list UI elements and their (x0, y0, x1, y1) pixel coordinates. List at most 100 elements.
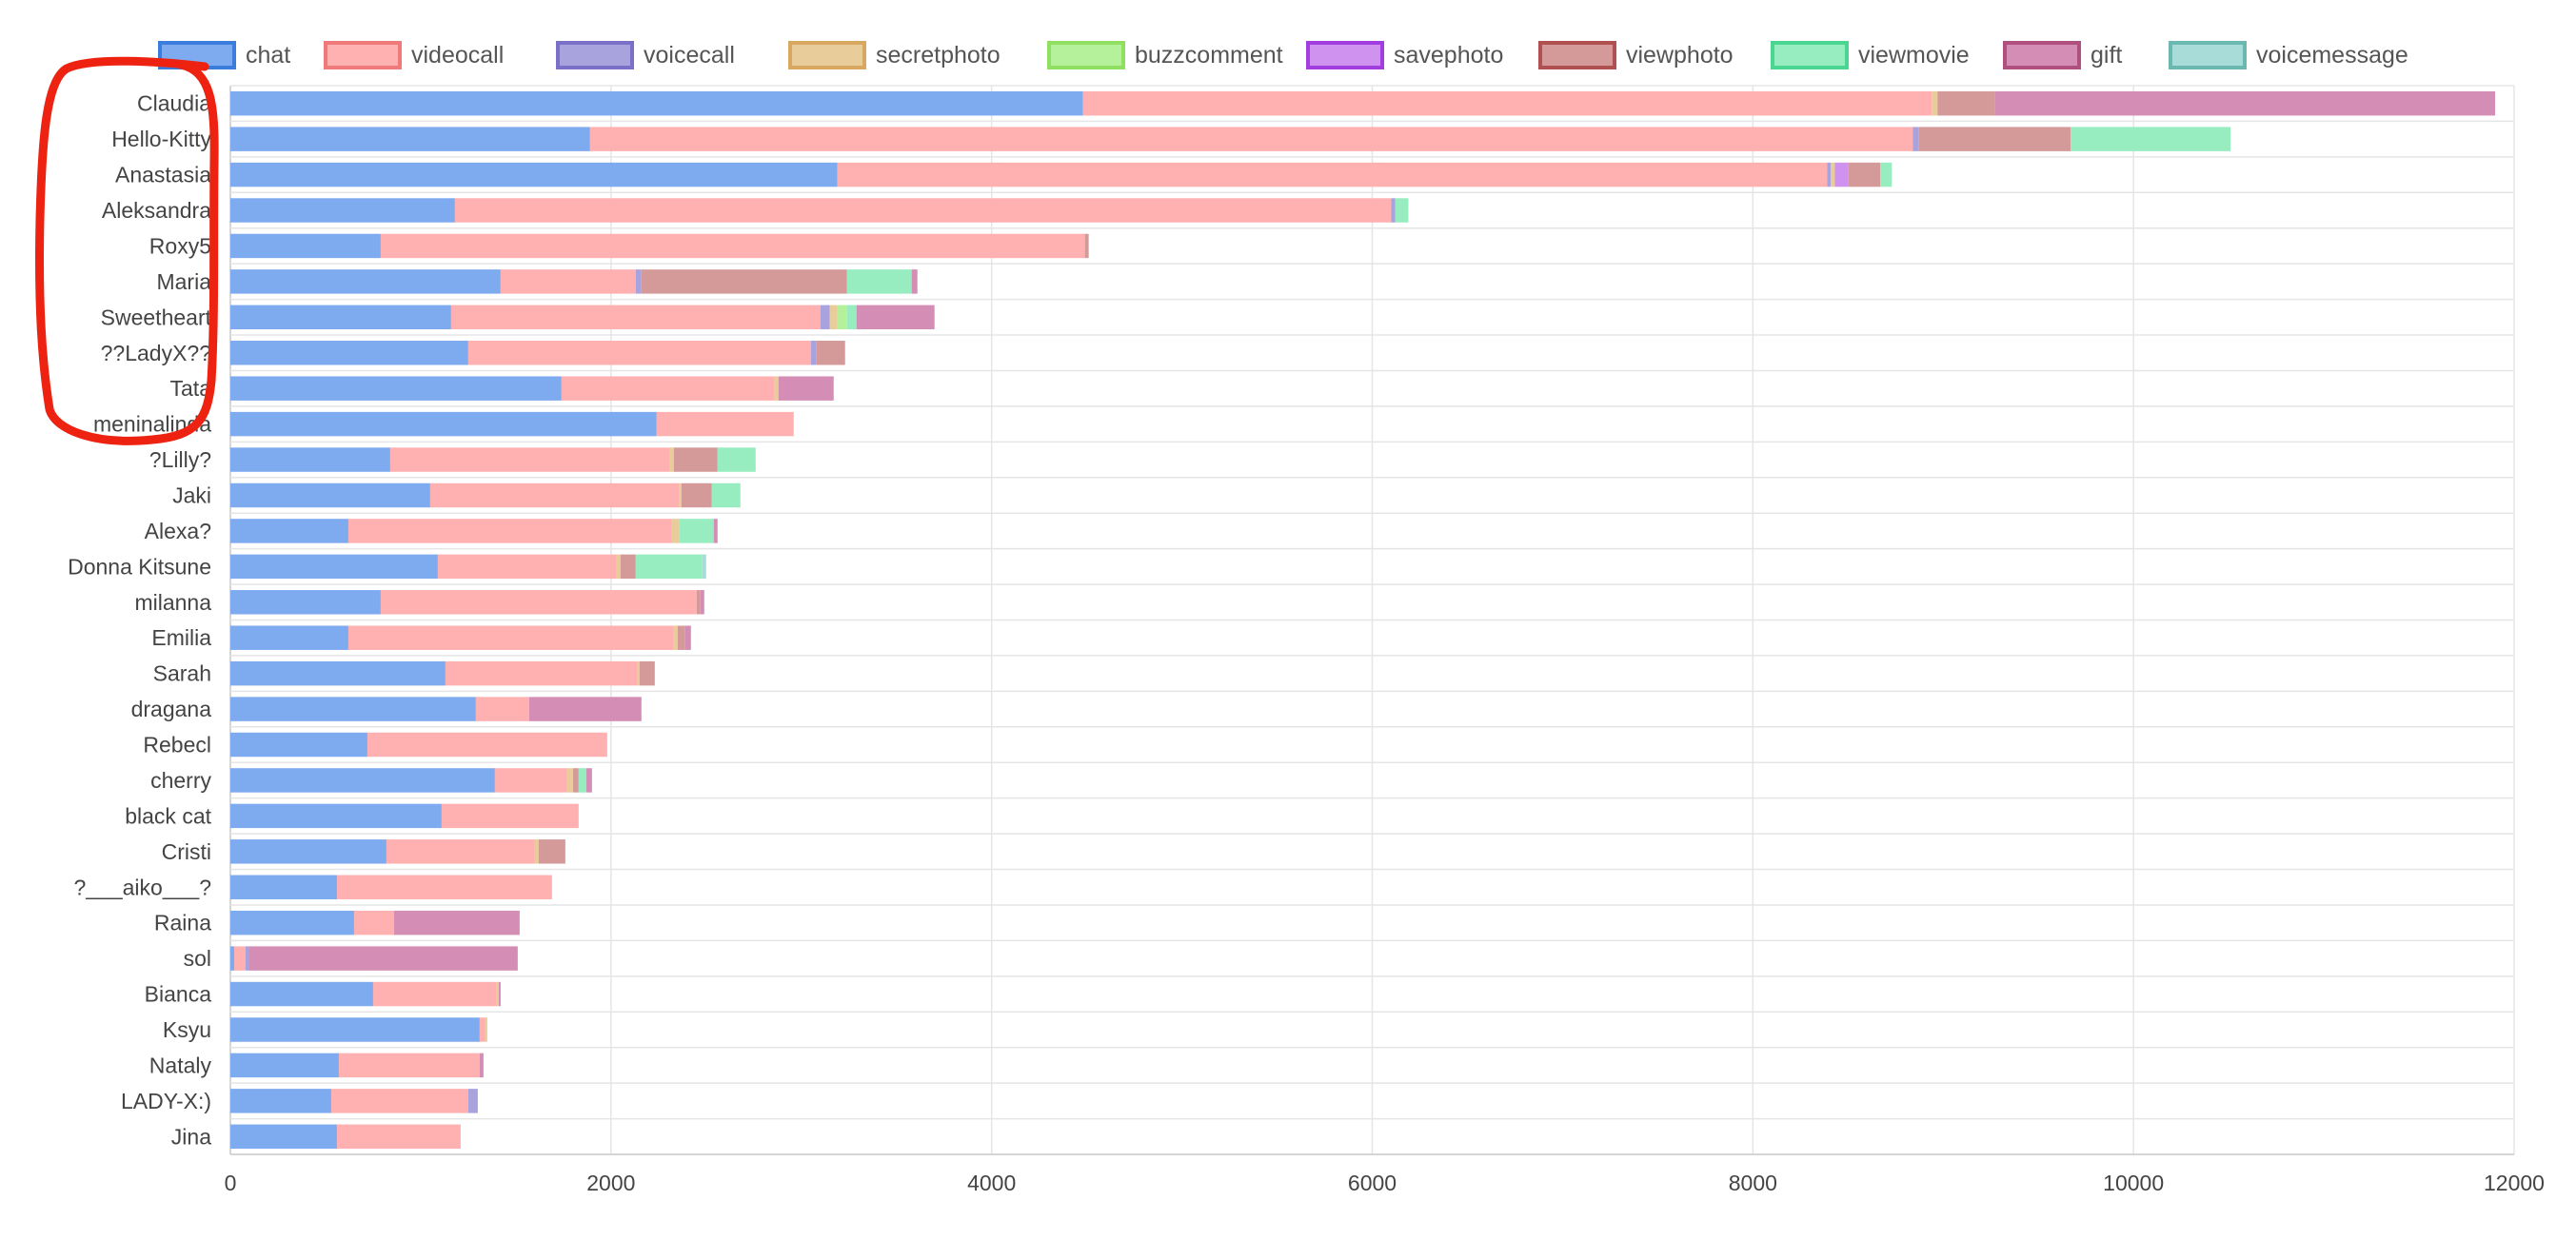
bar-tata-secretphoto (774, 376, 779, 401)
bar-anastasia-secretphoto (1831, 162, 1835, 187)
bar-bianca-gift (498, 981, 501, 1007)
bar-meninalinda-chat (230, 411, 657, 437)
legend-item-savephoto[interactable]: savephoto (1306, 41, 1503, 69)
bar-raina-gift (393, 910, 520, 935)
x-tick-label-12000: 12000 (2484, 1171, 2545, 1195)
bar-rebecl-videocall (367, 732, 607, 758)
value-axis-tick-labels: 0 2000 4000 6000 8000 10000 12000 (225, 1171, 2545, 1195)
legend-label-secretphoto: secretphoto (876, 42, 1001, 69)
bar-raina-chat (230, 910, 354, 935)
category-label-jina: Jina (171, 1124, 211, 1149)
legend-label-voicemessage: voicemessage (2256, 42, 2408, 69)
x-tick-label-0: 0 (225, 1171, 237, 1195)
bar-nataly-gift (479, 1053, 484, 1078)
category-label-sweetheart: Sweetheart (101, 305, 212, 329)
legend-item-voicemessage[interactable]: voicemessage (2169, 41, 2408, 69)
bar-alexa-gift (713, 519, 718, 543)
bar-milanna-chat (230, 590, 381, 615)
bar-rebecl-chat (230, 732, 367, 758)
chart-grid (229, 85, 2515, 1155)
bar-ksyu-chat (230, 1017, 480, 1042)
legend-label-savephoto: savephoto (1394, 42, 1503, 69)
bar-tata-gift (778, 376, 834, 401)
bar-cristi-videocall (386, 839, 535, 864)
bar-aiko-chat (230, 875, 337, 899)
legend-swatch-voicemessage (2169, 41, 2247, 69)
bar-dragana-chat (230, 697, 476, 721)
highlight-circle-annotation (35, 56, 219, 445)
legend-label-voicecall: voicecall (644, 42, 735, 69)
bar-lady-x-videocall (330, 1089, 468, 1113)
category-label-sarah: Sarah (153, 661, 211, 686)
bar-maria-gift (911, 269, 918, 294)
bar-lilly-secretphoto (669, 447, 674, 472)
bar-hello-kitty-viewmovie (2071, 127, 2231, 151)
bar-sweetheart-videocall (450, 305, 821, 330)
bar-anastasia-viewmovie (1880, 162, 1892, 187)
bar-black-cat-videocall (441, 803, 579, 829)
bar-lady-x-voicecall (467, 1089, 478, 1113)
bar-donna-kitsune-secretphoto (616, 554, 621, 580)
legend-swatch-gift (2003, 41, 2081, 69)
bar-maria-chat (230, 269, 501, 294)
bar-hello-kitty-chat (230, 127, 590, 151)
bar-aleksandra-voicecall (1391, 198, 1396, 223)
bar-ladyx-viewphoto (816, 341, 845, 365)
bar-sol-gift (248, 946, 518, 971)
bar-ladyx-chat (230, 341, 468, 365)
legend-swatch-viewphoto (1538, 41, 1616, 69)
bar-sweetheart-gift (856, 305, 935, 330)
legend-item-viewmovie[interactable]: viewmovie (1771, 41, 1970, 69)
bar-ksyu-secretphoto (485, 1017, 487, 1042)
legend-item-videocall[interactable]: videocall (324, 41, 504, 69)
category-label-ksyu: Ksyu (163, 1017, 211, 1042)
bar-emilia-videocall (347, 625, 674, 650)
legend-item-gift[interactable]: gift (2003, 41, 2122, 69)
bar-anastasia-viewphoto (1848, 162, 1881, 187)
legend-item-secretphoto[interactable]: secretphoto (788, 41, 1001, 69)
bar-maria-voicecall (635, 269, 642, 294)
bar-roxy5-videocall (380, 233, 1085, 259)
bar-aleksandra-videocall (454, 198, 1392, 223)
bar-sweetheart-chat (230, 305, 451, 330)
category-label-hello-kitty: Hello-Kitty (111, 127, 211, 151)
bar-bianca-chat (230, 981, 373, 1007)
bar-anastasia-videocall (837, 162, 1828, 187)
category-label-rebecl: Rebecl (143, 733, 211, 758)
bar-ladyx-videocall (467, 341, 811, 365)
category-label-black-cat: black cat (125, 803, 211, 828)
bar-anastasia-voicecall (1827, 162, 1832, 187)
legend-label-gift: gift (2091, 42, 2122, 69)
bar-cristi-chat (230, 839, 386, 864)
legend-item-viewphoto[interactable]: viewphoto (1538, 41, 1734, 69)
legend-swatch-voicecall (556, 41, 634, 69)
bar-cristi-viewphoto (538, 839, 565, 864)
legend-item-buzzcomment[interactable]: buzzcomment (1047, 41, 1283, 69)
bar-lady-x-chat (230, 1089, 331, 1113)
bar-sarah-videocall (445, 660, 638, 686)
bar-aiko-videocall (336, 875, 552, 899)
legend-label-viewmovie: viewmovie (1858, 42, 1970, 69)
x-tick-label-10000: 10000 (2103, 1171, 2164, 1195)
bar-hello-kitty-voicecall (1912, 127, 1919, 151)
legend-swatch-viewmovie (1771, 41, 1849, 69)
bar-claudia-gift (1994, 90, 2496, 116)
category-label-cherry: cherry (150, 768, 211, 793)
bar-anastasia-savephoto (1834, 162, 1849, 187)
category-label-dragana: dragana (131, 697, 212, 721)
category-label-maria: Maria (156, 269, 211, 294)
legend-item-voicecall[interactable]: voicecall (556, 41, 735, 69)
bar-lilly-viewmovie (717, 447, 756, 472)
bar-meninalinda-videocall (656, 411, 794, 437)
category-label-jaki: Jaki (172, 482, 211, 507)
bar-anastasia-chat (230, 162, 838, 187)
bar-ksyu-videocall (479, 1017, 485, 1042)
bar-jina-chat (230, 1124, 337, 1150)
bar-black-cat-chat (230, 803, 442, 829)
legend-label-videocall: videocall (411, 42, 504, 69)
bar-emilia-viewphoto (677, 625, 685, 650)
category-label-donna-kitsune: Donna Kitsune (68, 554, 211, 579)
bar-tata-chat (230, 376, 562, 401)
bar-nataly-videocall (338, 1053, 480, 1078)
